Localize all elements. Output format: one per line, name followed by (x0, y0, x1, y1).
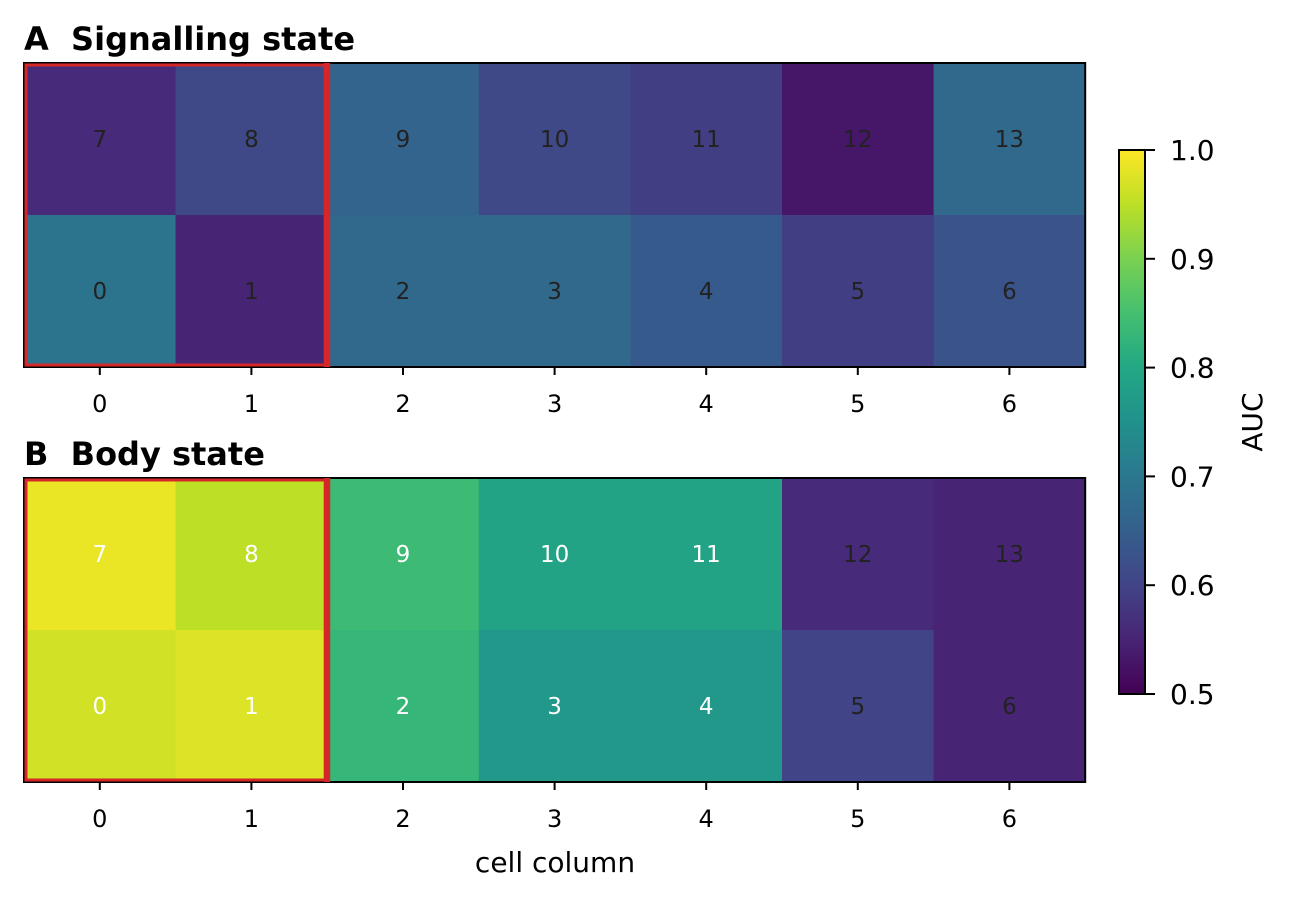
panel-a-cell-8 (175, 63, 328, 216)
panel-b-cell-1 (175, 630, 328, 783)
panel-b-cell-0 (24, 630, 177, 783)
panel-b-x-tick-label: 3 (547, 805, 562, 833)
colorbar: 0.5 0.6 0.7 0.8 0.9 1.0 (1118, 134, 1215, 711)
panel-b-cell-label-11: 11 (692, 542, 721, 568)
colorbar-tick-label: 0.5 (1170, 678, 1215, 711)
panel-a-cell-label-6: 6 (1002, 279, 1017, 305)
panel-a-cell-label-10: 10 (540, 127, 569, 153)
panel-a-cell-label-7: 7 (92, 127, 107, 153)
colorbar-gradient (1118, 149, 1146, 695)
panel-b-heatmap: 7 8 9 10 11 12 130 1 2 3 4 5 60 1 2 3 4 5 6 (23, 477, 1087, 833)
panel-b-x-tick-label: 5 (850, 805, 865, 833)
panel-b-cell-2 (327, 630, 480, 783)
panel-b-cell-label-13: 13 (995, 542, 1024, 568)
panel-b-cell-label-8: 8 (244, 542, 259, 568)
panel-a-cell-label-13: 13 (995, 127, 1024, 153)
panel-a-cell-9 (327, 63, 480, 216)
panel-a-heatmap: 7 8 9 10 11 12 130 1 2 3 4 5 60 1 2 3 4 5 6 (23, 62, 1087, 418)
panel-b-cell-label-10: 10 (540, 542, 569, 568)
colorbar-tick-label: 0.7 (1170, 460, 1215, 493)
panel-a-cell-7 (24, 63, 177, 216)
colorbar-label: AUC (1236, 392, 1269, 451)
panel-a-cell-13 (933, 63, 1086, 216)
panel-a-x-tick-label: 4 (699, 390, 714, 418)
panel-a-cell-4 (630, 215, 783, 368)
colorbar-tick-label: 0.9 (1170, 243, 1215, 276)
colorbar-tick-label: 0.6 (1170, 569, 1215, 602)
panel-a-cell-label-11: 11 (692, 127, 721, 153)
colorbar-tick-label: 0.8 (1170, 352, 1215, 385)
panel-b-cell-label-4: 4 (699, 694, 714, 720)
panel-b-cell-label-7: 7 (92, 542, 107, 568)
x-axis-label: cell column (475, 846, 635, 879)
panel-a-cell-label-8: 8 (244, 127, 259, 153)
panel-a-cell-label-5: 5 (850, 279, 865, 305)
panel-a-cell-label-1: 1 (244, 279, 259, 305)
panel-b-cell-12 (782, 478, 935, 631)
panel-b-cell-label-2: 2 (396, 694, 411, 720)
panel-b-cell-6 (933, 630, 1086, 783)
panel-a-x-tick-label: 1 (244, 390, 259, 418)
panel-a-cell-6 (933, 215, 1086, 368)
panel-a-x-tick-label: 0 (92, 390, 107, 418)
panel-b-cell-9 (327, 478, 480, 631)
panel-b-x-tick-label: 2 (395, 805, 410, 833)
panel-b-cell-13 (933, 478, 1086, 631)
panel-a-x-tick-label: 5 (850, 390, 865, 418)
panel-b-cell-3 (478, 630, 631, 783)
panel-b-cell-label-9: 9 (396, 542, 411, 568)
panel-a-cell-12 (782, 63, 935, 216)
panel-b-cell-label-12: 12 (843, 542, 872, 568)
panel-b-cell-8 (175, 478, 328, 631)
panel-b-cell-7 (24, 478, 177, 631)
panel-b-x-tick-label: 1 (244, 805, 259, 833)
panel-a-cell-10 (478, 63, 631, 216)
panel-b-cell-label-1: 1 (244, 694, 259, 720)
panel-b-cell-label-3: 3 (547, 694, 562, 720)
panel-a-cell-label-3: 3 (547, 279, 562, 305)
panel-a-cell-3 (478, 215, 631, 368)
panel-b-cell-label-6: 6 (1002, 694, 1017, 720)
panel-b-cell-11 (630, 478, 783, 631)
panel-a-cell-11 (630, 63, 783, 216)
panel-a-cell-5 (782, 215, 935, 368)
panel-b-x-tick-label: 4 (699, 805, 714, 833)
panel-b-cell-10 (478, 478, 631, 631)
colorbar-tick-label: 1.0 (1170, 134, 1215, 167)
panel-a-cell-label-0: 0 (92, 279, 107, 305)
panel-a-cell-label-4: 4 (699, 279, 714, 305)
panel-b-x-tick-label: 0 (92, 805, 107, 833)
panel-a-x-tick-label: 6 (1002, 390, 1017, 418)
panel-b-cell-4 (630, 630, 783, 783)
panel-a-cell-label-9: 9 (396, 127, 411, 153)
panel-a-cell-0 (24, 215, 177, 368)
panel-a-cell-label-2: 2 (396, 279, 411, 305)
panel-a-cell-2 (327, 215, 480, 368)
panel-b-title: B Body state (24, 435, 265, 473)
panel-a-x-tick-label: 3 (547, 390, 562, 418)
panel-b-cell-5 (782, 630, 935, 783)
panel-b-cell-label-5: 5 (850, 694, 865, 720)
panel-a-title: A Signalling state (24, 20, 355, 58)
panel-b-x-tick-label: 6 (1002, 805, 1017, 833)
panel-a-cell-1 (175, 215, 328, 368)
panel-b-cell-label-0: 0 (92, 694, 107, 720)
panel-a-cell-label-12: 12 (843, 127, 872, 153)
panel-a-x-tick-label: 2 (395, 390, 410, 418)
